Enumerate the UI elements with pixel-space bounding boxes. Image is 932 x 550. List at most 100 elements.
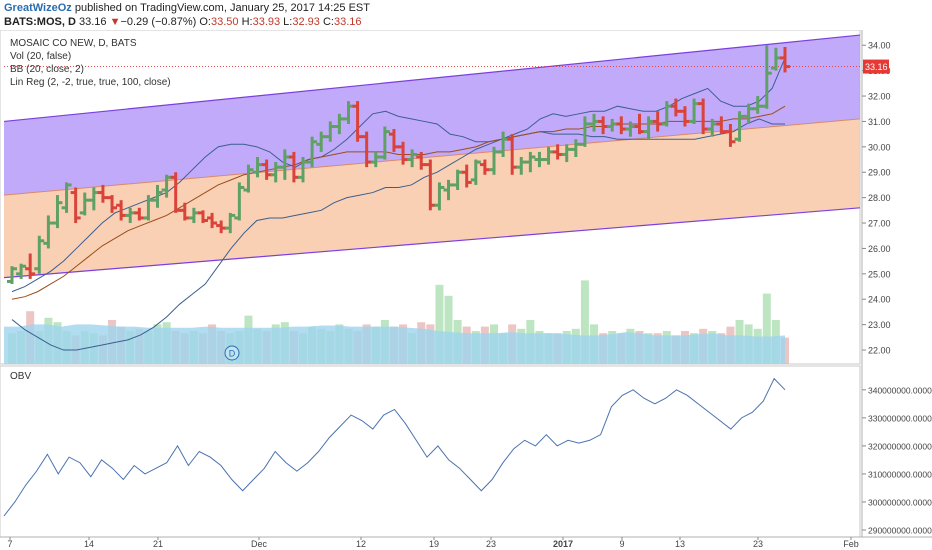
time-tick-label: 12 xyxy=(356,539,366,549)
high-label: H: xyxy=(241,16,253,28)
time-tick-label: 9 xyxy=(619,539,624,549)
close-value: 33.16 xyxy=(333,16,362,28)
price-tick-label: 22.00 xyxy=(868,346,891,356)
bb-basis-line xyxy=(11,105,786,300)
low-value: 32.93 xyxy=(292,16,320,28)
time-tick-label: Feb xyxy=(843,539,859,549)
price-tick-label: 23.00 xyxy=(868,320,891,330)
time-tick-label: 19 xyxy=(429,539,439,549)
price-tick-label: 30.00 xyxy=(868,142,891,152)
publish-info: GreatWizeOz published on TradingView.com… xyxy=(4,2,370,14)
high-value: 33.93 xyxy=(252,16,281,28)
time-tick-label: 23 xyxy=(753,539,763,549)
axes: 34.0033.0032.0031.0030.0029.0028.0027.00… xyxy=(0,30,932,549)
ohlc-bar[interactable] xyxy=(307,136,318,168)
price-tick-label: 32.00 xyxy=(868,92,891,102)
price-change: −0.29 (−0.87%) xyxy=(120,16,197,28)
obv-tick-label: 320000000.0000 xyxy=(868,441,932,451)
price-tick-label: 28.00 xyxy=(868,193,891,203)
change-down-icon: ▼ xyxy=(109,16,121,28)
linreg-mid-line xyxy=(3,118,861,196)
ohlc-bar[interactable] xyxy=(7,266,17,284)
obv-tick-label: 340000000.0000 xyxy=(868,385,932,395)
low-label: L: xyxy=(283,16,293,28)
price-tick-label: 25.00 xyxy=(868,269,891,279)
ohlc-bar[interactable] xyxy=(461,164,472,188)
ohlc-bar[interactable] xyxy=(234,182,245,221)
legend-linreg[interactable]: Lin Reg (2, -2, true, true, 100, close) xyxy=(10,77,171,88)
volume-bar xyxy=(762,293,771,364)
ohlc-bar[interactable] xyxy=(25,253,36,279)
volume-bar xyxy=(435,284,444,364)
linreg-lower-line xyxy=(3,207,861,279)
time-tick-label: 14 xyxy=(84,539,94,549)
price-tick-label: 34.00 xyxy=(868,41,891,51)
lower-channel-fill xyxy=(4,118,860,278)
ohlc-bar[interactable] xyxy=(725,123,736,147)
time-tick-label: Dec xyxy=(251,539,268,549)
ohlc-readout: BATS:MOS, D 33.16 ▼−0.29 (−0.87%) O:33.5… xyxy=(4,16,361,28)
dividend-marker-label: D xyxy=(229,349,236,359)
time-tick-label: 2017 xyxy=(553,539,573,549)
ohlc-bar[interactable] xyxy=(34,235,45,274)
time-tick-label: 7 xyxy=(7,539,12,549)
obv-tick-label: 310000000.0000 xyxy=(868,469,932,479)
ohlc-bar[interactable] xyxy=(152,184,163,208)
ohlc-bar[interactable] xyxy=(470,159,481,185)
linreg-upper-line xyxy=(3,34,861,123)
price-tick-label: 27.00 xyxy=(868,219,891,229)
ohlc-bar[interactable] xyxy=(243,164,254,193)
obv-pane-frame xyxy=(0,365,861,538)
volume-bar xyxy=(580,280,589,364)
ohlc-bar[interactable] xyxy=(16,263,27,279)
author-link[interactable]: GreatWizeOz xyxy=(4,2,72,14)
dividend-marker[interactable] xyxy=(224,345,240,361)
obv-line xyxy=(3,377,786,517)
ohlc-bar[interactable] xyxy=(107,195,118,213)
price-tick-label: 29.00 xyxy=(868,168,891,178)
bb-upper-line xyxy=(11,57,786,293)
obv-title[interactable]: OBV xyxy=(10,371,32,382)
close-label: C: xyxy=(322,16,334,28)
volume-average-area xyxy=(4,324,785,364)
last-price-tag-label: 33.16 xyxy=(865,62,888,72)
legend-volume[interactable]: Vol (20, false) xyxy=(10,51,72,62)
chart-canvas[interactable]: D 34.0033.0032.0031.0030.0029.0028.0027.… xyxy=(0,30,932,550)
volume-bar xyxy=(444,295,453,364)
open-value: 33.50 xyxy=(210,16,239,28)
price-tick-label: 31.00 xyxy=(868,117,891,127)
obv-tick-label: 290000000.0000 xyxy=(868,525,932,535)
obv-tick-label: 330000000.0000 xyxy=(868,413,932,423)
ohlc-bar[interactable] xyxy=(379,126,390,160)
price-axis xyxy=(862,30,932,364)
symbol-label: BATS:MOS, D xyxy=(4,16,76,28)
ohlc-bar[interactable] xyxy=(225,212,236,234)
time-tick-label: 21 xyxy=(153,539,163,549)
ohlc-bar[interactable] xyxy=(780,47,790,73)
legend-title: MOSAIC CO NEW, D, BATS xyxy=(10,38,137,49)
last-price: 33.16 xyxy=(78,16,107,28)
price-tick-label: 24.00 xyxy=(868,295,891,305)
obv-pane[interactable] xyxy=(0,365,861,538)
ohlc-bar[interactable] xyxy=(61,182,72,213)
ohlc-bar[interactable] xyxy=(207,212,218,229)
ohlc-bar[interactable] xyxy=(407,149,418,168)
upper-channel-fill xyxy=(4,35,860,196)
published-text: published on TradingView.com, January 25… xyxy=(74,2,370,14)
time-tick-label: 13 xyxy=(675,539,685,549)
ohlc-bar[interactable] xyxy=(52,195,63,229)
price-pane[interactable]: D xyxy=(0,30,861,365)
bb-lower-line xyxy=(11,118,785,351)
time-tick-label: 23 xyxy=(486,539,496,549)
price-tick-label: 26.00 xyxy=(868,244,891,254)
ohlc-bar[interactable] xyxy=(434,182,445,211)
legend-bollinger[interactable]: BB (20, close, 2) xyxy=(10,64,84,75)
last-price-tag xyxy=(863,59,889,74)
ohlc-bar[interactable] xyxy=(197,210,208,224)
obv-tick-label: 300000000.0000 xyxy=(868,497,932,507)
open-label: O: xyxy=(199,16,211,28)
ohlc-bar[interactable] xyxy=(70,187,81,224)
ohlc-bar[interactable] xyxy=(761,45,772,109)
chart-header: GreatWizeOz published on TradingView.com… xyxy=(0,0,932,30)
ohlc-bar[interactable] xyxy=(525,151,536,173)
